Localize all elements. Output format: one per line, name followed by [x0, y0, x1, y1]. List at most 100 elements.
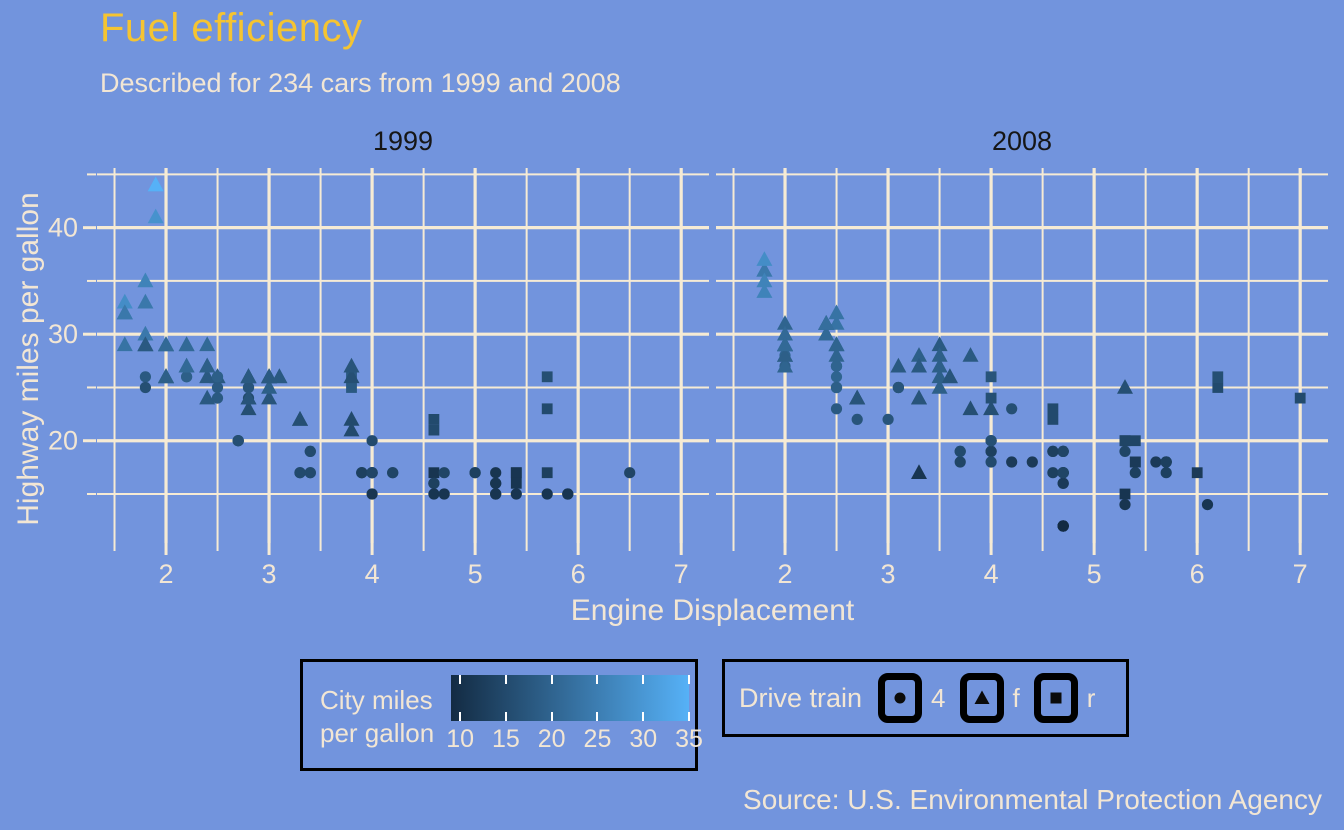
legend-key-label-4: 4	[931, 682, 946, 713]
y-axis-title: Highway miles per gallon	[12, 192, 45, 526]
color-bar-tick	[459, 675, 462, 684]
data-point	[1047, 403, 1059, 415]
data-point	[147, 176, 164, 192]
color-legend-title-line2: per gallon	[320, 718, 435, 748]
data-point	[356, 467, 368, 479]
data-point	[428, 477, 440, 489]
data-point	[343, 368, 360, 384]
data-point	[1057, 445, 1069, 457]
data-point	[490, 477, 502, 489]
facet-label-2008: 2008	[991, 126, 1053, 156]
data-point	[366, 467, 378, 479]
data-point	[240, 389, 257, 405]
data-point	[1047, 467, 1059, 479]
data-point	[438, 467, 450, 479]
data-point	[931, 379, 948, 394]
data-point	[346, 382, 357, 393]
data-point	[137, 272, 154, 288]
data-point	[211, 392, 224, 404]
data-point	[147, 208, 164, 224]
data-point	[541, 371, 553, 383]
data-point	[941, 368, 958, 384]
data-point	[830, 371, 843, 383]
data-point	[985, 456, 997, 468]
data-point	[849, 389, 866, 405]
color-bar-tick	[642, 675, 645, 684]
data-point	[490, 488, 502, 500]
x-tick-label: 5	[468, 559, 483, 589]
data-point	[1119, 488, 1131, 500]
data-point	[756, 261, 773, 277]
data-point	[756, 251, 773, 266]
data-point	[510, 488, 522, 500]
data-point	[931, 336, 948, 352]
data-point	[830, 403, 843, 415]
data-point	[343, 421, 360, 437]
data-point	[428, 488, 440, 500]
data-point	[1119, 445, 1131, 457]
data-point	[366, 488, 378, 500]
data-point	[116, 336, 133, 352]
data-point	[137, 336, 154, 352]
x-axis-ticks	[732, 543, 1302, 555]
data-point	[428, 467, 440, 479]
data-point	[777, 325, 793, 341]
data-point	[199, 368, 216, 384]
data-point	[1119, 499, 1131, 511]
data-point	[777, 357, 793, 373]
data-point	[624, 467, 636, 479]
color-bar-tick	[688, 712, 690, 721]
data-point	[178, 336, 195, 352]
page-title: Fuel efficiency	[100, 6, 363, 50]
data-point	[985, 392, 997, 404]
data-point	[199, 336, 216, 352]
data-point	[882, 413, 894, 425]
data-point	[139, 381, 151, 394]
color-legend-title: City miles per gallon	[320, 684, 434, 750]
data-point	[116, 293, 133, 309]
legend-key-label-f: f	[1012, 682, 1020, 713]
x-tick-label: 4	[984, 559, 999, 589]
data-point	[1047, 445, 1059, 457]
color-legend: City miles per gallon 10 15 20 25 30 35	[300, 659, 703, 771]
color-gradient-bar	[451, 675, 690, 721]
x-tick-labels: 2 3 4 5 6 7	[778, 559, 1308, 589]
points-layer	[116, 176, 636, 500]
data-point	[510, 467, 522, 479]
legend-key-rear	[1033, 673, 1078, 723]
data-point	[830, 381, 843, 394]
x-tick-label: 2	[778, 559, 793, 589]
color-bar-tick	[688, 675, 690, 684]
color-bar-tick	[596, 712, 599, 721]
x-tick-label: 5	[1087, 559, 1102, 589]
data-point	[1212, 382, 1224, 393]
data-point	[428, 424, 440, 436]
square-key-icon	[1050, 692, 1062, 704]
data-point	[818, 315, 835, 330]
data-point	[1129, 467, 1141, 479]
data-point	[1212, 371, 1224, 383]
data-point	[931, 357, 948, 373]
data-point	[541, 488, 553, 500]
data-point	[954, 445, 966, 457]
data-point	[1057, 477, 1069, 489]
data-point	[890, 357, 907, 373]
data-point	[232, 435, 244, 447]
data-point	[510, 477, 522, 489]
color-legend-tick-label: 25	[583, 725, 612, 753]
data-point	[199, 357, 216, 373]
data-point	[428, 414, 440, 425]
data-point	[304, 445, 316, 457]
data-point	[1129, 456, 1141, 468]
legend-key-front	[959, 673, 1004, 723]
color-legend-tick-label: 35	[675, 725, 703, 753]
page-subtitle: Described for 234 cars from 1999 and 200…	[100, 68, 621, 98]
x-tick-label: 3	[881, 559, 896, 589]
data-point	[851, 413, 863, 425]
data-point	[818, 325, 835, 341]
color-bar-tick	[550, 712, 553, 721]
data-point	[985, 445, 997, 457]
data-point	[541, 403, 553, 415]
triangle-key-icon	[974, 690, 989, 704]
data-point	[828, 336, 845, 352]
